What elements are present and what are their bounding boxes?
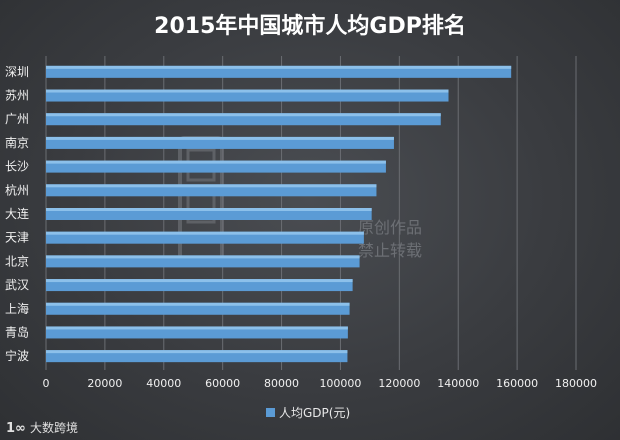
category-label-杭州: 杭州 (5, 182, 29, 197)
bar-highlight-天津 (46, 231, 364, 235)
category-label-广州: 广州 (5, 112, 29, 126)
watermark-line2: 禁止转载 (358, 241, 422, 260)
x-tick-label-3: 60000 (205, 377, 240, 390)
category-label-北京: 北京 (5, 254, 29, 268)
bar-highlight-上海 (46, 302, 350, 306)
x-tick-label-1: 20000 (87, 377, 122, 390)
bars (46, 65, 512, 363)
watermark-line1: 原创作品 (358, 218, 422, 237)
category-label-宁波: 宁波 (5, 348, 29, 363)
x-tick-label-4: 80000 (264, 377, 299, 390)
category-label-上海: 上海 (5, 301, 29, 316)
bar-highlight-广州 (46, 113, 441, 117)
legend: 人均GDP(元) (266, 406, 350, 420)
x-tick-label-9: 180000 (555, 377, 597, 390)
category-label-武汉: 武汉 (5, 278, 29, 292)
bar-highlight-南京 (46, 136, 394, 140)
bar-highlight-苏州 (46, 89, 449, 93)
x-tick-label-0: 0 (43, 377, 50, 390)
category-label-深圳: 深圳 (5, 65, 29, 79)
bar-highlight-杭州 (46, 184, 377, 188)
bar-highlight-青岛 (46, 326, 348, 330)
legend-label: 人均GDP(元) (279, 406, 350, 420)
category-label-大连: 大连 (5, 206, 29, 221)
category-label-苏州: 苏州 (5, 89, 29, 103)
brand: 1∞ 大数跨境 (6, 420, 78, 436)
chart-title: 2015年中国城市人均GDP排名 (154, 13, 466, 39)
x-tick-label-2: 40000 (146, 377, 181, 390)
bar-highlight-大连 (46, 208, 372, 211)
category-label-长沙: 长沙 (5, 160, 29, 174)
legend-swatch (266, 408, 275, 417)
brand-text: 大数跨境 (30, 420, 78, 435)
bar-highlight-宁波 (46, 350, 348, 354)
category-label-南京: 南京 (5, 135, 29, 150)
bar-highlight-深圳 (46, 65, 512, 69)
bar-highlight-长沙 (46, 160, 386, 164)
bar-highlight-武汉 (46, 279, 353, 283)
x-tick-label-6: 120000 (378, 377, 420, 390)
brand-logo-icon: 1∞ (6, 421, 26, 436)
x-tick-label-5: 100000 (319, 377, 361, 390)
x-tick-label-8: 160000 (496, 377, 538, 390)
bar-highlight-北京 (46, 255, 360, 259)
x-tick-label-7: 140000 (437, 377, 479, 390)
category-label-青岛: 青岛 (5, 324, 29, 339)
x-tick-labels: 0 20000 40000 60000 80000 100000 120000 140000 1… (43, 377, 598, 390)
category-label-天津: 天津 (5, 231, 29, 245)
